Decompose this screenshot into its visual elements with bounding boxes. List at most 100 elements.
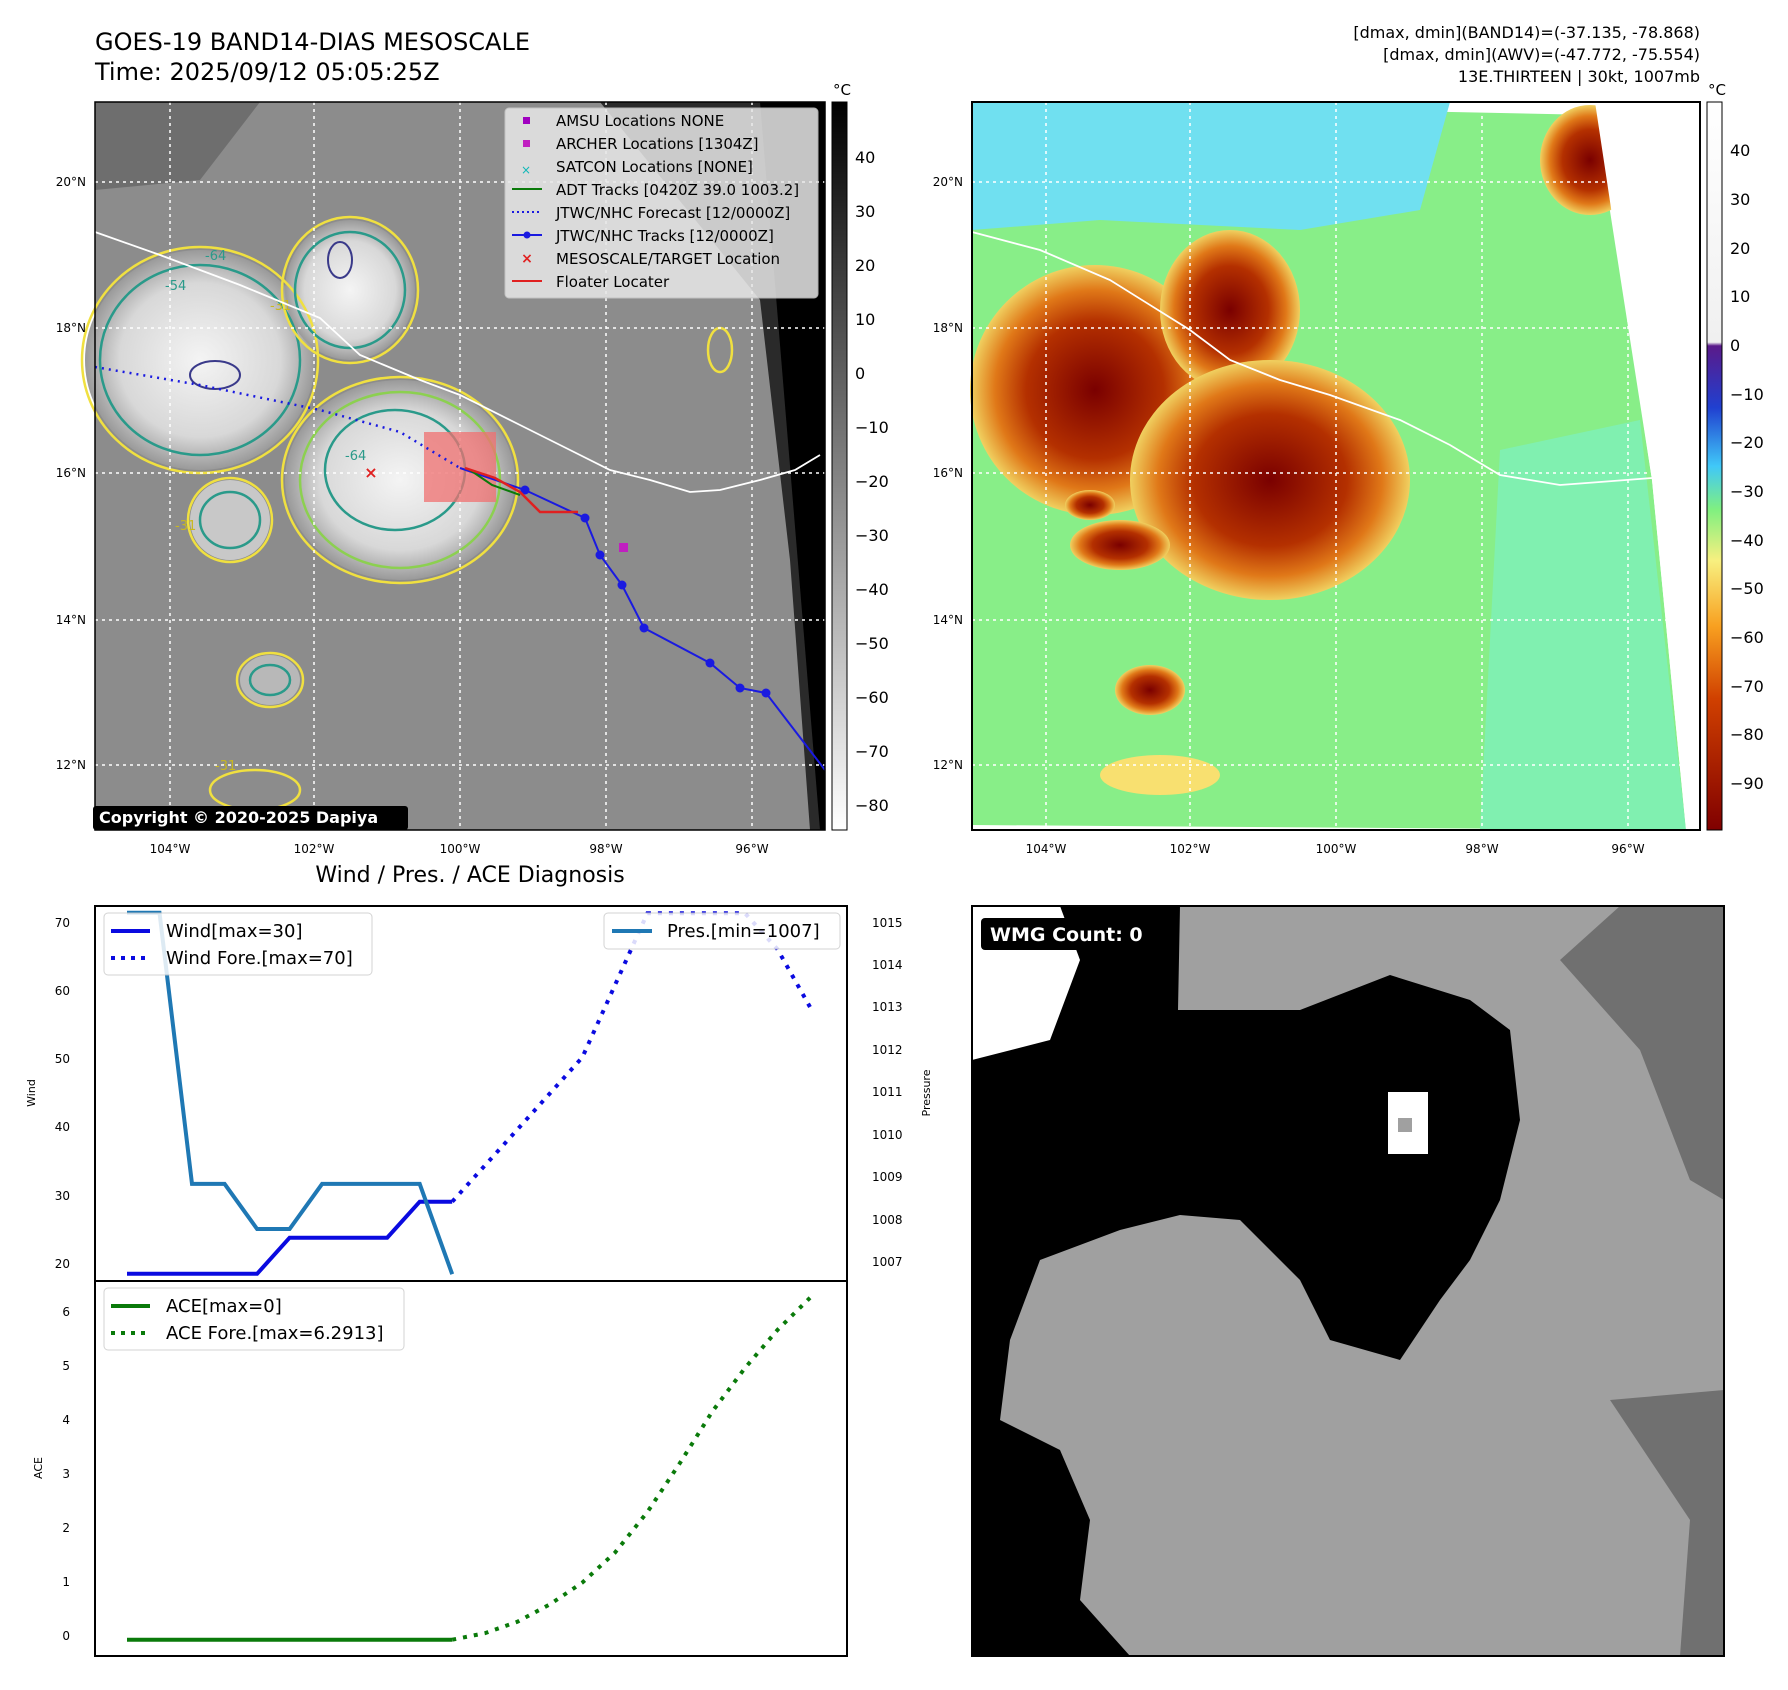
legend-item: AMSU Locations NONE <box>556 112 724 130</box>
lat-tick-label: 18°N <box>933 321 963 335</box>
cloud-north <box>285 220 415 360</box>
colorbar-tick: −30 <box>855 526 889 545</box>
contour-label: -54 <box>165 279 186 294</box>
storm-info: 13E.THIRTEEN | 30kt, 1007mb <box>1458 67 1700 86</box>
colorbar-tick: −20 <box>855 472 889 491</box>
pressure-tick: 1009 <box>872 1170 903 1184</box>
lat-tick-label: 18°N <box>56 321 86 335</box>
colorbar-tick: −80 <box>855 796 889 815</box>
colorbar-tick: −10 <box>1730 385 1764 404</box>
wmg-frame <box>971 905 1725 1657</box>
legend-item: SATCON Locations [NONE] <box>556 158 753 176</box>
contour-navy-north <box>327 241 353 279</box>
awv-cold-top-south <box>1115 665 1185 715</box>
lon-tick-label: 102°W <box>1170 842 1211 856</box>
best-track-points <box>520 485 771 698</box>
wmg-label-bg <box>981 918 1167 950</box>
wind-tick: 40 <box>55 1120 70 1134</box>
legend-wind-fore: Wind Fore.[max=70] <box>166 948 353 969</box>
forecast-track <box>94 365 461 470</box>
figure-title: GOES-19 BAND14-DIAS MESOSCALE <box>95 28 530 56</box>
colorbar-tick: −50 <box>1730 579 1764 598</box>
figure-time: Time: 2025/09/12 05:05:25Z <box>94 58 440 86</box>
colorbar-tick: −90 <box>1730 774 1764 793</box>
floater-box <box>424 432 496 502</box>
diagnosis-title: Wind / Pres. / ACE Diagnosis <box>315 863 624 888</box>
legend-ace-fore: ACE Fore.[max=6.2913] <box>166 1323 384 1344</box>
copyright-label: Copyright © 2020-2025 Dapiya <box>99 808 378 827</box>
lon-tick-label: 104°W <box>1026 842 1067 856</box>
ace-tick: 5 <box>62 1359 70 1373</box>
lon-tick-label: 104°W <box>150 842 191 856</box>
awv-coastline <box>971 231 1653 486</box>
contour-yellow-south <box>235 651 305 709</box>
lon-tick-label: 98°W <box>1465 842 1498 856</box>
contour-label: -31 <box>215 759 236 774</box>
wmg-dark-gray-se <box>1610 1390 1724 1656</box>
contour-teal-west <box>98 263 302 457</box>
ace-tick: 3 <box>62 1467 70 1481</box>
lat-tick-label: 20°N <box>56 175 86 189</box>
ir-map-panel: -64 -54 -31 -64 -31 -31 <box>80 101 826 831</box>
ace-series-layer <box>127 1296 812 1642</box>
colorbar-tick: −40 <box>1730 531 1764 550</box>
pressure-tick: 1007 <box>872 1255 903 1269</box>
legend-item: ARCHER Locations [1304Z] <box>556 135 759 153</box>
ir-map-lon-labels: 104°W 102°W 100°W 98°W 96°W <box>150 842 769 856</box>
pressure-axis-ticks: 1015 1014 1013 1012 1011 1010 1009 1008 … <box>872 916 903 1269</box>
colorbar-tick: 10 <box>1730 287 1750 306</box>
colorbar-tick: 40 <box>1730 141 1750 160</box>
legend-marker-mesoscale: × <box>521 251 533 267</box>
wmg-black-region-north <box>972 906 1520 1420</box>
colorbar-tick: 40 <box>855 148 875 167</box>
gray-colorbar-ticks: 40 30 20 10 0 −10 −20 −30 −40 −50 −60 −7… <box>855 148 889 815</box>
best-track <box>459 467 826 771</box>
mesoscale-target-marker: × <box>364 463 377 482</box>
colorbar-tick: 20 <box>1730 239 1750 258</box>
archer-marker <box>619 543 628 552</box>
colorbar-tick: −20 <box>1730 433 1764 452</box>
contour-teal-south <box>248 663 292 697</box>
lat-tick-label: 14°N <box>56 613 86 627</box>
lat-tick-label: 16°N <box>933 466 963 480</box>
colorbar-tick: 30 <box>855 202 875 221</box>
awv-cold-top-center <box>1130 360 1410 600</box>
lon-tick-label: 102°W <box>294 842 335 856</box>
contour-teal-small <box>198 490 262 550</box>
awv-map-frame <box>971 101 1701 831</box>
wmg-dark-gray-ne <box>1560 906 1724 1200</box>
awv-map-lat-labels: 20°N 18°N 16°N 14°N 12°N <box>933 175 963 772</box>
cloud-south <box>240 655 300 705</box>
awv-cyan-south <box>1480 420 1686 830</box>
wind-tick: 50 <box>55 1052 70 1066</box>
colorbar-tick: −50 <box>855 634 889 653</box>
stats-band14: [dmax, dmin](BAND14)=(-37.135, -78.868) <box>1353 23 1700 42</box>
legend-item: Floater Locater <box>556 273 670 291</box>
floater-locater <box>464 466 578 514</box>
ace-tick: 0 <box>62 1629 70 1643</box>
ace-tick: 6 <box>62 1305 70 1319</box>
wind-axis-ticks: 70 60 50 40 30 20 <box>55 916 70 1271</box>
colorbar-unit: °C <box>833 81 851 99</box>
colorbar-tick: −60 <box>1730 628 1764 647</box>
contour-yellow-center <box>280 375 520 585</box>
contour-yellow-north <box>280 215 420 365</box>
colorbar-tick: 0 <box>1730 336 1740 355</box>
awv-cold-top-sw <box>1070 520 1170 570</box>
wind-tick: 30 <box>55 1189 70 1203</box>
awv-cold-top-north <box>1160 230 1300 390</box>
legend-wind: Wind[max=30] <box>166 921 303 942</box>
legend-item: ADT Tracks [0420Z 39.0 1003.2] <box>556 181 799 199</box>
ace-axis-ticks: 6 5 4 3 2 1 0 <box>62 1305 70 1643</box>
ir-map-frame <box>94 101 826 831</box>
awv-warm-south <box>1100 755 1220 795</box>
contour-label: -31 <box>270 299 291 314</box>
colorbar-tick: 30 <box>1730 190 1750 209</box>
colorbar-tick: −10 <box>855 418 889 437</box>
wind-legend: Wind[max=30] Wind Fore.[max=70] <box>103 912 373 976</box>
colorbar-tick: −30 <box>1730 482 1764 501</box>
colorbar-tick: −40 <box>855 580 889 599</box>
legend-marker-archer <box>523 140 530 147</box>
lon-tick-label: 100°W <box>440 842 481 856</box>
wind-series-layer <box>127 910 812 1276</box>
